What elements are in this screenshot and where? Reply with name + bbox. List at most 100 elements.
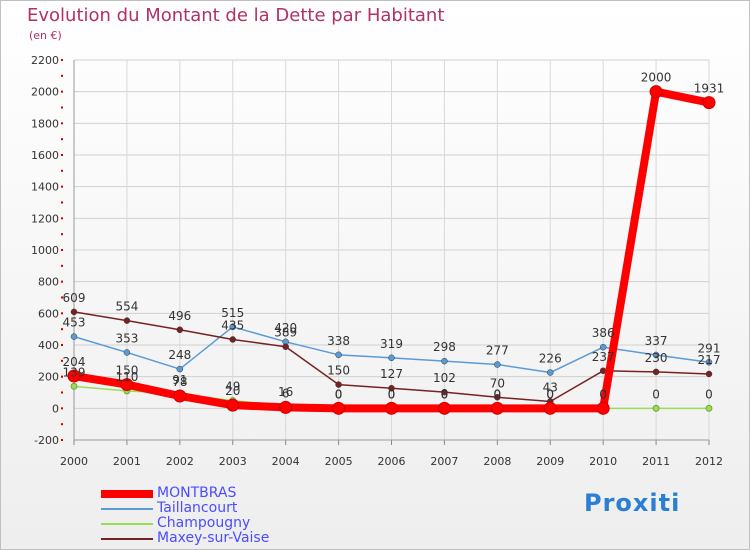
data-label: 43 (543, 381, 558, 395)
x-tick-label: 2000 (60, 455, 88, 468)
y-tick-label: -200 (34, 434, 59, 447)
data-label: 49 (225, 380, 240, 394)
data-point (229, 336, 236, 343)
y-minor-tick (61, 439, 63, 441)
data-point (70, 333, 78, 340)
y-minor-tick (61, 138, 63, 141)
data-label: 226 (539, 352, 562, 366)
x-tick-label: 2010 (589, 455, 617, 468)
data-label: 338 (327, 334, 350, 348)
legend-label: MONTBRAS (157, 485, 237, 501)
data-point (649, 85, 663, 99)
data-point (652, 368, 660, 376)
data-label: 230 (645, 351, 668, 365)
data-point (173, 389, 187, 403)
y-minor-tick (61, 423, 63, 426)
data-label: 16 (278, 385, 293, 399)
x-tick-label: 2007 (430, 455, 458, 468)
data-label: 217 (698, 353, 721, 367)
y-tick-label: 1000 (31, 244, 59, 257)
data-point (279, 400, 293, 414)
chart-title: Evolution du Montant de la Dette par Hab… (27, 5, 445, 26)
data-label: 453 (63, 316, 86, 330)
data-label: 435 (221, 318, 244, 332)
data-label: 78 (172, 375, 187, 389)
data-point (332, 401, 346, 415)
x-tick-label: 2005 (325, 455, 353, 468)
data-point (705, 404, 713, 412)
legend-label: Champougny (157, 515, 251, 531)
data-label: 237 (592, 350, 615, 364)
data-point (70, 308, 78, 316)
data-point (490, 401, 504, 415)
data-point (702, 96, 716, 110)
data-label: 319 (380, 337, 403, 351)
data-label: 496 (168, 309, 191, 323)
data-point (652, 404, 660, 412)
data-label: 0 (546, 387, 554, 401)
data-label: 609 (63, 291, 86, 305)
y-tick-label: 400 (38, 339, 59, 352)
data-point (547, 369, 554, 376)
legend-label: Maxey-sur-Vaise (157, 530, 270, 546)
data-label: 389 (274, 326, 297, 340)
y-minor-tick (61, 201, 63, 204)
data-label: 70 (490, 376, 505, 390)
data-label: 515 (221, 306, 244, 320)
y-minor-tick (61, 169, 63, 172)
data-point (494, 394, 501, 401)
data-label: 0 (494, 387, 502, 401)
data-point (229, 323, 236, 331)
legend-swatch (101, 538, 153, 540)
y-minor-tick (61, 154, 63, 156)
legend-swatch (101, 523, 153, 525)
x-tick-label: 2002 (166, 455, 194, 468)
data-label: 353 (115, 331, 138, 345)
data-point (335, 381, 342, 388)
data-point (176, 326, 184, 334)
y-tick-label: 200 (38, 371, 59, 384)
data-point (599, 343, 607, 351)
y-tick-label: 2000 (31, 86, 59, 99)
data-point (282, 343, 289, 350)
y-minor-tick (61, 264, 63, 267)
data-label: 139 (63, 365, 86, 379)
y-minor-tick (61, 90, 63, 93)
x-tick-label: 2009 (536, 455, 564, 468)
y-minor-tick (61, 407, 63, 410)
y-minor-tick (61, 249, 63, 251)
data-label: 0 (388, 387, 396, 401)
data-point (226, 398, 240, 412)
data-label: 150 (115, 364, 138, 378)
data-label: 0 (705, 387, 713, 401)
data-label: 1931 (694, 82, 725, 96)
x-tick-label: 2004 (272, 455, 300, 468)
y-tick-label: 1200 (31, 212, 59, 225)
data-label: 0 (494, 387, 502, 401)
y-tick-label: 600 (38, 307, 59, 320)
data-label: 337 (645, 334, 668, 348)
data-label: 20 (225, 384, 240, 398)
data-label: 0 (546, 387, 554, 401)
data-point (335, 351, 342, 359)
data-point (176, 365, 184, 373)
data-point (652, 351, 660, 359)
y-minor-tick (61, 74, 63, 77)
legend-label: Taillancourt (157, 500, 238, 516)
y-minor-tick (61, 359, 63, 362)
logo-text: Proxiti (584, 489, 681, 517)
data-point (437, 401, 451, 415)
y-tick-label: 2200 (31, 54, 59, 67)
data-point (123, 349, 131, 356)
y-minor-tick (61, 312, 63, 315)
data-label: 127 (380, 367, 403, 381)
data-label: 0 (335, 387, 343, 401)
y-tick-label: 1600 (31, 149, 59, 162)
y-minor-tick (61, 296, 63, 299)
x-tick-label: 2011 (642, 455, 670, 468)
x-tick-label: 2003 (219, 455, 247, 468)
series-layer (67, 85, 716, 415)
data-point (388, 384, 395, 392)
data-label: 6 (282, 386, 290, 400)
